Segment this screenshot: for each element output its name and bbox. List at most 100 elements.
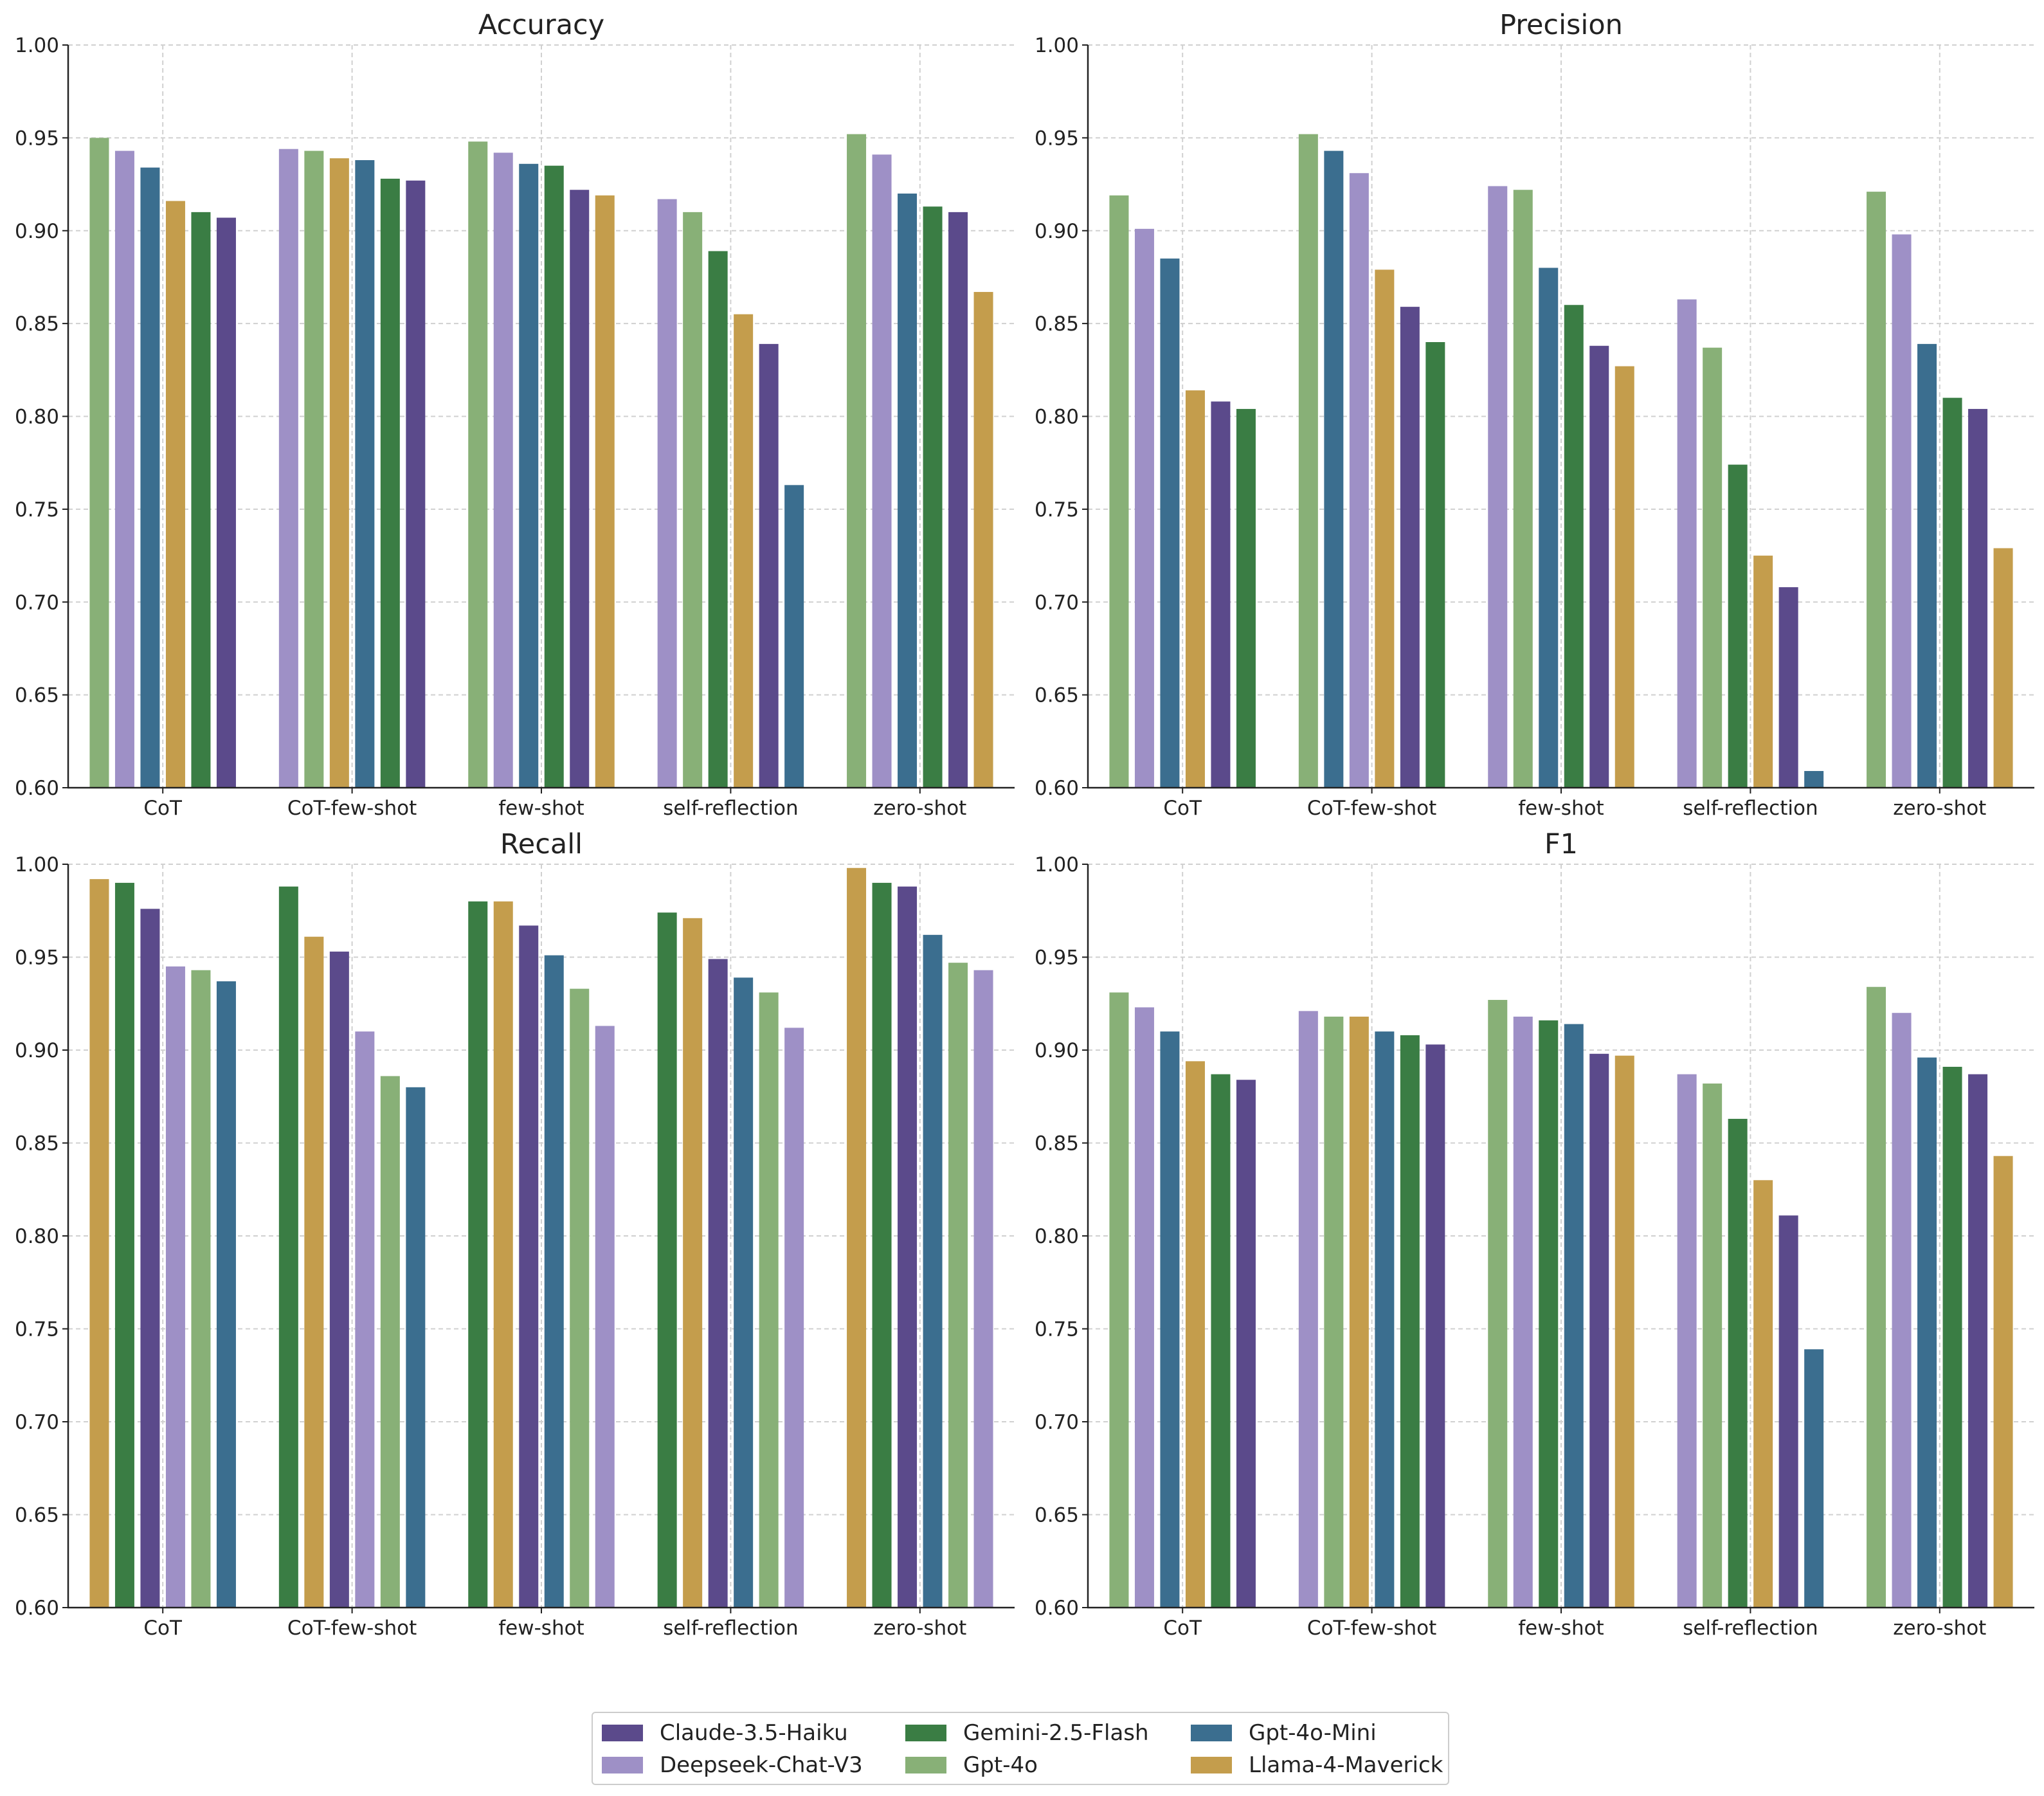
bar [216, 217, 236, 788]
y-tick-label: 0.90 [15, 1039, 59, 1062]
bar [759, 343, 779, 788]
bar [898, 886, 918, 1608]
bar [140, 167, 160, 788]
bar [1324, 150, 1344, 788]
bar [1917, 343, 1937, 788]
bar [1375, 269, 1395, 788]
bar [355, 1031, 375, 1608]
bar [1993, 1156, 2013, 1608]
y-tick-label: 0.95 [1035, 127, 1079, 150]
x-tick-label: few-shot [498, 797, 584, 820]
y-tick-label: 0.90 [1035, 1039, 1079, 1062]
x-tick-label: few-shot [1518, 1617, 1604, 1640]
legend-label: Claude-3.5-Haiku [660, 1720, 848, 1746]
bar [923, 206, 943, 788]
bar [468, 141, 488, 788]
bar [570, 988, 590, 1608]
bar [708, 251, 728, 788]
bar [1564, 305, 1584, 788]
y-tick-label: 0.95 [15, 947, 59, 970]
x-tick-label: self-reflection [663, 797, 798, 820]
bar [1677, 1074, 1697, 1608]
legend-swatch [905, 1757, 946, 1773]
bar [1589, 1053, 1609, 1608]
y-tick-label: 0.90 [1035, 220, 1079, 243]
bar [140, 909, 160, 1608]
bar [1236, 1080, 1256, 1608]
bar [1564, 1024, 1584, 1608]
chart-title: Accuracy [478, 9, 604, 41]
chart-title: Precision [1499, 9, 1623, 41]
bar [191, 212, 211, 788]
y-tick-label: 0.65 [15, 1504, 59, 1527]
x-tick-label: CoT [143, 1617, 183, 1640]
bar [948, 963, 968, 1608]
y-tick-label: 0.60 [1035, 777, 1079, 800]
bar [544, 165, 564, 788]
y-tick-label: 0.85 [15, 313, 59, 336]
bar [278, 886, 298, 1608]
bar [1804, 771, 1824, 788]
bar [1349, 173, 1369, 788]
bar [1211, 1074, 1231, 1608]
y-tick-label: 0.65 [15, 684, 59, 707]
bar [847, 867, 867, 1608]
x-tick-label: CoT [1163, 797, 1202, 820]
legend-swatch [905, 1725, 946, 1741]
y-tick-label: 0.65 [1035, 1504, 1079, 1527]
x-tick-label: CoT [1163, 1617, 1202, 1640]
bar [1425, 1044, 1445, 1608]
bar [1539, 1020, 1559, 1608]
bar [1134, 228, 1154, 788]
bar [1298, 1011, 1318, 1608]
x-tick-label: CoT-few-shot [287, 797, 417, 820]
bar [1892, 234, 1912, 788]
bar [165, 966, 185, 1608]
legend-item: Claude-3.5-Haiku [602, 1717, 905, 1749]
bar [89, 879, 109, 1608]
bar [1993, 548, 2013, 788]
bar [1942, 397, 1962, 788]
legend-item: Gemini-2.5-Flash [905, 1717, 1191, 1749]
bar [1298, 134, 1318, 788]
y-tick-label: 0.85 [15, 1132, 59, 1156]
x-tick-label: self-reflection [663, 1617, 798, 1640]
bar [570, 190, 590, 788]
legend-label: Gemini-2.5-Flash [963, 1720, 1149, 1746]
chart-title: F1 [1544, 828, 1578, 860]
y-tick-label: 0.70 [1035, 1411, 1079, 1434]
x-tick-label: CoT-few-shot [1307, 797, 1436, 820]
bar [1804, 1349, 1824, 1608]
y-tick-label: 0.95 [1035, 947, 1079, 970]
bar [1614, 366, 1634, 788]
bar [1589, 345, 1609, 788]
bar [1185, 390, 1205, 788]
bar [784, 1028, 804, 1608]
bar [1109, 195, 1129, 788]
legend-label: Gpt-4o-Mini [1249, 1720, 1377, 1746]
bar [847, 134, 867, 788]
x-tick-label: few-shot [1518, 797, 1604, 820]
bar [406, 180, 426, 788]
bar [923, 934, 943, 1608]
bar [1160, 1031, 1180, 1608]
legend-item: Gpt-4o-Mini [1191, 1717, 1448, 1749]
bar [1324, 1016, 1344, 1608]
bar [114, 150, 134, 788]
bar [1917, 1057, 1937, 1608]
bar [1703, 1084, 1723, 1608]
bar [1109, 992, 1129, 1608]
y-tick-label: 0.80 [15, 1225, 59, 1248]
legend-swatch [1191, 1725, 1232, 1741]
bar [278, 149, 298, 788]
bar [1488, 999, 1508, 1608]
y-tick-label: 1.00 [15, 853, 59, 876]
x-tick-label: zero-shot [873, 797, 966, 820]
bar [89, 138, 109, 788]
bar [191, 970, 211, 1608]
bar [329, 158, 349, 788]
bar [1703, 347, 1723, 788]
bar [1728, 1118, 1748, 1608]
legend-swatch [602, 1725, 643, 1741]
bar [1539, 268, 1559, 788]
